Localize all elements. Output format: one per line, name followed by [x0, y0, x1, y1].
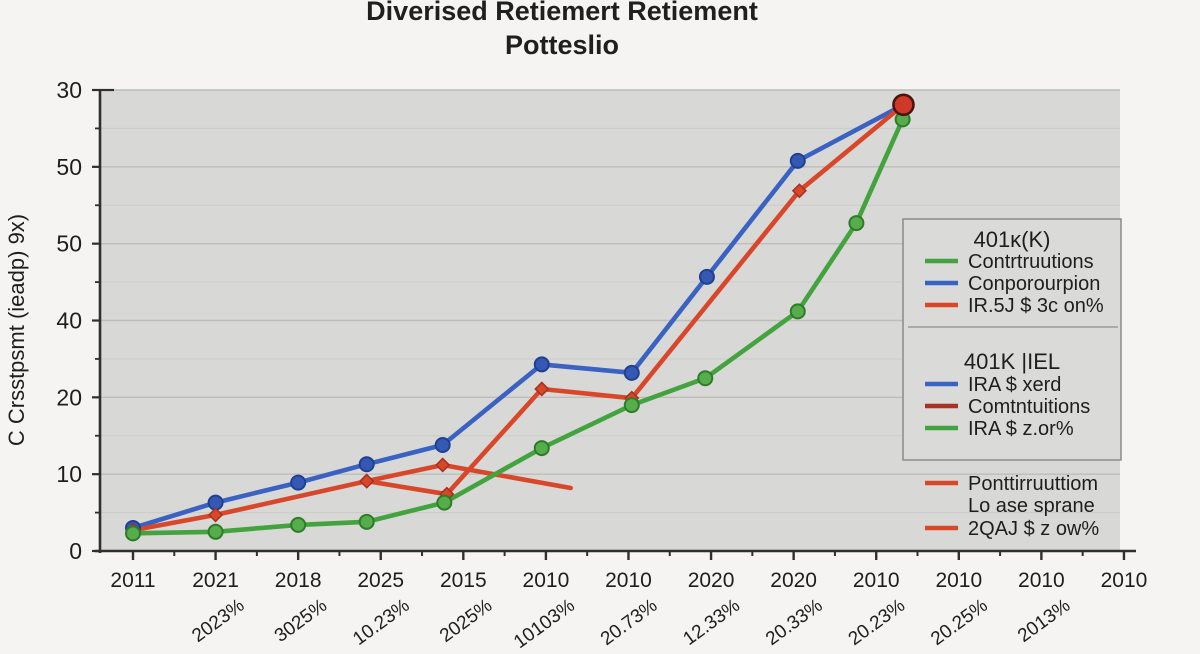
legend-item-label: Comtntuitions	[968, 396, 1090, 418]
red-data-point	[791, 183, 807, 199]
x-sub-label-rotated: 3025%	[271, 595, 331, 647]
x-sub-label-rotated: 20.33%	[762, 595, 827, 650]
top-convergence-point	[892, 93, 915, 117]
legend-group-title: 401ĸ(K)	[973, 227, 1050, 252]
green-data-point	[207, 523, 224, 540]
green-data-point	[125, 525, 141, 542]
red-data-point	[534, 381, 550, 397]
y-tick-label: 50	[56, 231, 82, 257]
y-tick-label: 0	[69, 538, 82, 564]
legend-item-label: IRA $ xerd	[968, 374, 1061, 396]
y-axis-title: C Crsstpsmt (ieadp) 9x)	[4, 214, 29, 446]
x-tick-label: 2010	[935, 569, 982, 592]
green-data-point	[697, 370, 714, 387]
x-sub-label-rotated: 2013%	[1014, 595, 1074, 647]
x-tick-label: 2021	[192, 569, 239, 592]
blue-data-point	[533, 356, 550, 373]
green-data-point	[789, 303, 806, 320]
blue-data-point	[358, 456, 375, 473]
x-sub-label-rotated: 20.25%	[927, 595, 992, 650]
blue-data-point	[290, 474, 307, 491]
legend-item-label: Ponttirruuttiom	[968, 473, 1098, 495]
green-data-point	[623, 397, 640, 414]
x-sub-label-rotated: 2023%	[188, 595, 248, 647]
blue-data-point	[623, 364, 640, 381]
blue-data-point	[698, 268, 715, 285]
y-tick-label: 40	[56, 308, 82, 334]
chart-title-line2: Potteslio	[505, 30, 619, 60]
blue-data-point	[434, 437, 451, 454]
series-line-red	[440, 462, 574, 491]
green-data-point	[290, 516, 307, 533]
chart-title-line1: Diverised Retiemert Retiement	[366, 0, 758, 26]
series-line-red	[364, 102, 906, 497]
blue-data-point	[789, 152, 806, 169]
series-marker-layer	[125, 93, 915, 542]
red-data-point	[359, 473, 375, 489]
series-line-blue	[130, 102, 906, 531]
x-tick-label: 2011	[110, 569, 155, 592]
axis-layer	[92, 88, 1136, 560]
series-line-red	[130, 462, 446, 533]
x-tick-label: 2010	[1018, 569, 1065, 592]
legend-item-label: Lo ase sprane	[968, 495, 1095, 517]
x-tick-label: 2020	[770, 569, 817, 592]
green-data-point	[848, 215, 865, 232]
x-sub-label-rotated: 20.73%	[597, 595, 662, 650]
legend-group-title: 401K |IEL	[964, 349, 1060, 374]
green-data-point	[358, 513, 375, 530]
x-tick-label: 2015	[440, 569, 487, 592]
legend-item-label: IRA $ z.or%	[968, 418, 1074, 440]
x-sub-label-rotated: 2025%	[436, 595, 496, 647]
legend-item-label: IR.5J $ 3c on%	[968, 295, 1104, 317]
green-data-point	[436, 494, 453, 511]
x-tick-label: 2020	[688, 569, 735, 592]
y-tick-label: 30	[56, 77, 82, 103]
x-tick-label: 2010	[853, 569, 900, 592]
legend-item-label: 2QAJ $ z ow%	[968, 518, 1099, 540]
x-sub-label-rotated: 20.23%	[845, 595, 910, 650]
y-tick-label: 50	[56, 154, 82, 180]
x-tick-label: 2025	[357, 569, 404, 592]
x-tick-label: 2010	[605, 569, 652, 592]
x-sub-label-rotated: 10.23%	[349, 595, 414, 650]
legend-item-label: Contrtruutions	[968, 251, 1094, 273]
x-tick-label: 2018	[275, 569, 322, 592]
y-tick-label: 20	[56, 384, 82, 410]
y-tick-label: 10	[56, 461, 82, 487]
legend-item-label: Conporourpion	[968, 273, 1100, 295]
x-tick-label: 2010	[523, 569, 570, 592]
red-data-point	[435, 457, 451, 473]
x-sub-label-rotated: 10103%	[510, 595, 579, 653]
legend-layer: 401ĸ(K)ContrtruutionsConporourpionIR.5J …	[902, 218, 1122, 540]
green-data-point	[533, 440, 550, 457]
x-tick-label: 2010	[1101, 569, 1148, 592]
x-sub-label-rotated: 12.33%	[680, 595, 745, 650]
red-data-point	[208, 507, 224, 523]
